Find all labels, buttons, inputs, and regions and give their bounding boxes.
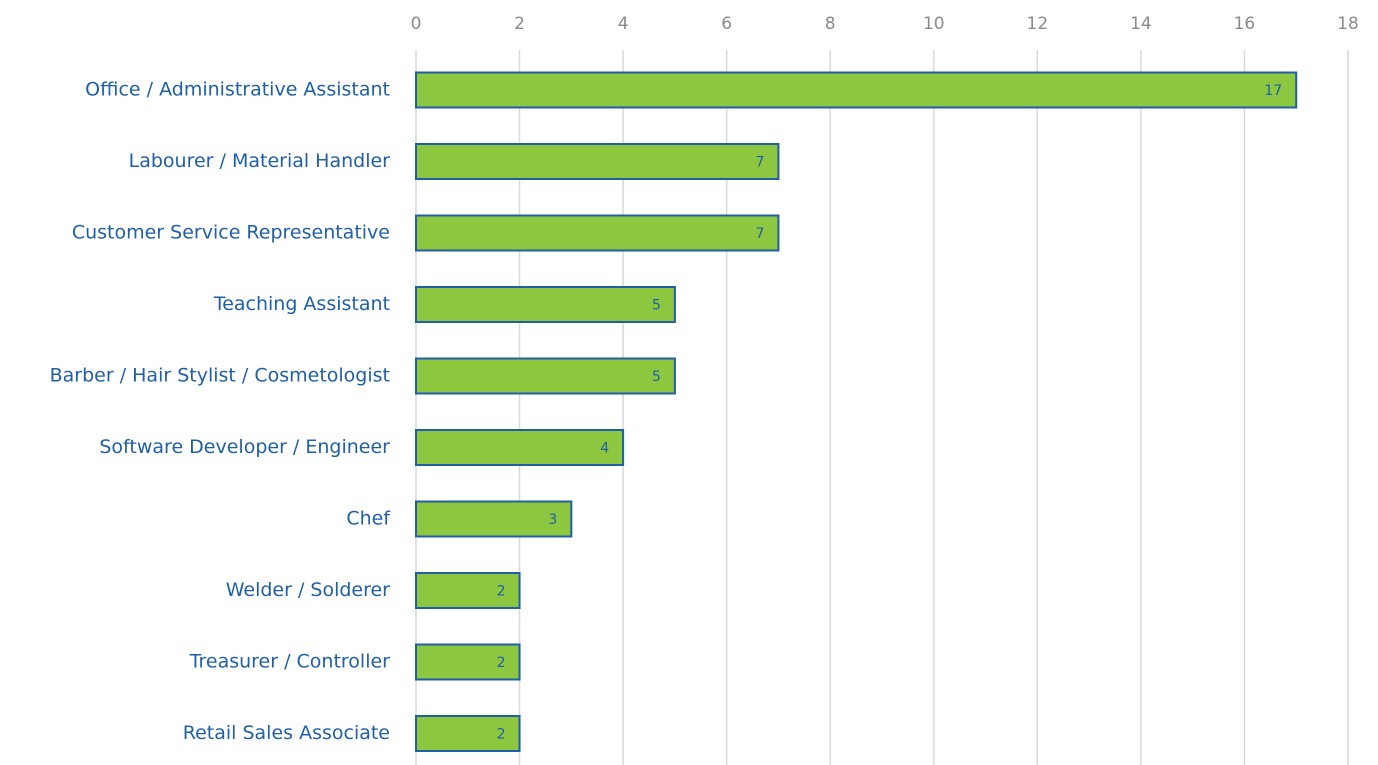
x-tick-label: 10 <box>923 14 945 34</box>
data-label: 17 <box>1264 83 1282 99</box>
bar <box>415 500 573 538</box>
bar <box>415 572 521 609</box>
data-label: 5 <box>652 298 661 314</box>
bar <box>415 143 780 180</box>
x-tick-label: 4 <box>618 14 629 34</box>
y-tick-label: Office / Administrative Assistant <box>85 79 390 101</box>
bar <box>415 429 625 466</box>
data-label: 2 <box>497 655 506 671</box>
bar <box>415 286 676 323</box>
data-label: 5 <box>652 369 661 385</box>
y-tick-label: Labourer / Material Handler <box>129 150 391 172</box>
y-tick-label: Retail Sales Associate <box>183 722 390 744</box>
y-tick-label: Treasurer / Controller <box>189 651 391 673</box>
x-tick-label: 2 <box>514 14 525 34</box>
data-label: 4 <box>600 441 609 457</box>
bar <box>415 214 780 252</box>
y-tick-label: Customer Service Representative <box>72 222 390 244</box>
x-tick-label: 14 <box>1130 14 1152 34</box>
y-tick-label: Teaching Assistant <box>213 293 390 315</box>
x-tick-label: 6 <box>721 14 732 34</box>
data-label: 2 <box>497 584 506 600</box>
bar <box>415 643 521 681</box>
x-tick-label: 8 <box>825 14 836 34</box>
bar <box>415 715 521 752</box>
bar <box>415 71 1298 109</box>
y-tick-label: Welder / Solderer <box>226 579 390 601</box>
data-label: 7 <box>756 226 765 242</box>
data-label: 2 <box>497 727 506 743</box>
x-tick-label: 12 <box>1027 14 1049 34</box>
data-label: 3 <box>548 512 557 528</box>
data-label: 7 <box>756 155 765 171</box>
y-tick-label: Barber / Hair Stylist / Cosmetologist <box>50 365 390 387</box>
bar <box>415 357 676 395</box>
y-tick-label: Software Developer / Engineer <box>99 436 390 458</box>
x-tick-label: 0 <box>411 14 422 34</box>
y-tick-label: Chef <box>346 508 391 530</box>
x-tick-label: 16 <box>1234 14 1256 34</box>
x-tick-label: 18 <box>1337 14 1359 34</box>
